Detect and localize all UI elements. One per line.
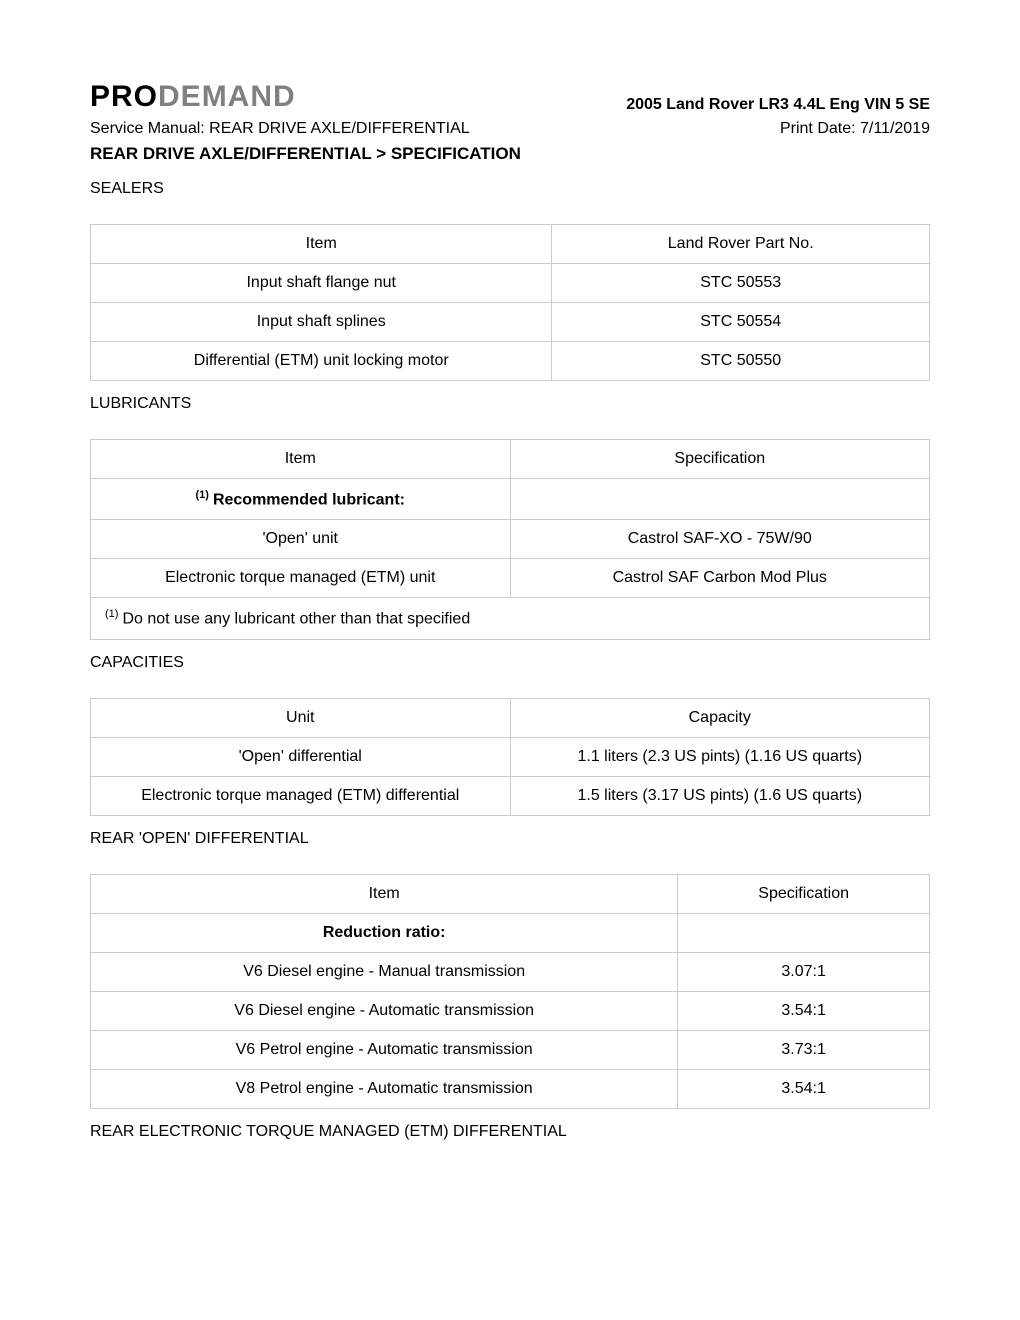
recommended-lubricant-label: (1) Recommended lubricant:	[91, 479, 511, 520]
col-header: Specification	[510, 440, 930, 479]
col-header: Item	[91, 874, 678, 913]
cell: 'Open' unit	[91, 520, 511, 559]
breadcrumb: REAR DRIVE AXLE/DIFFERENTIAL > SPECIFICA…	[90, 144, 930, 164]
col-header: Specification	[678, 874, 930, 913]
section-label-rear-open: REAR 'OPEN' DIFFERENTIAL	[90, 830, 930, 848]
table-row: (1) Recommended lubricant:	[91, 479, 930, 520]
col-header: Unit	[91, 698, 511, 737]
cell: 3.73:1	[678, 1030, 930, 1069]
section-label-sealers: SEALERS	[90, 180, 930, 198]
sub-header-row: Service Manual: REAR DRIVE AXLE/DIFFEREN…	[90, 120, 930, 138]
sealers-table: Item Land Rover Part No. Input shaft fla…	[90, 224, 930, 381]
print-date: Print Date: 7/11/2019	[780, 120, 930, 138]
section-label-capacities: CAPACITIES	[90, 654, 930, 672]
table-row: Reduction ratio:	[91, 913, 930, 952]
cell: Electronic torque managed (ETM) unit	[91, 559, 511, 598]
cell: V6 Diesel engine - Manual transmission	[91, 952, 678, 991]
cell: V6 Diesel engine - Automatic transmissio…	[91, 991, 678, 1030]
logo: PRODEMAND	[90, 80, 296, 114]
table-row: Electronic torque managed (ETM) unit Cas…	[91, 559, 930, 598]
cell: Castrol SAF-XO - 75W/90	[510, 520, 930, 559]
capacities-table: Unit Capacity 'Open' differential 1.1 li…	[90, 698, 930, 816]
footnote-cell: (1) Do not use any lubricant other than t…	[91, 598, 930, 639]
cell: STC 50553	[552, 264, 930, 303]
cell: 3.07:1	[678, 952, 930, 991]
cell-empty	[678, 913, 930, 952]
logo-demand: DEMAND	[158, 80, 296, 113]
section-label-lubricants: LUBRICANTS	[90, 395, 930, 413]
table-row: Input shaft flange nut STC 50553	[91, 264, 930, 303]
table-header-row: Item Land Rover Part No.	[91, 225, 930, 264]
recommended-text: Recommended lubricant:	[213, 491, 405, 508]
footnote-marker: (1)	[105, 608, 118, 620]
table-row: V8 Petrol engine - Automatic transmissio…	[91, 1069, 930, 1108]
table-row: Input shaft splines STC 50554	[91, 303, 930, 342]
vehicle-title: 2005 Land Rover LR3 4.4L Eng VIN 5 SE	[626, 96, 930, 114]
header-row: PRODEMAND 2005 Land Rover LR3 4.4L Eng V…	[90, 80, 930, 114]
col-header: Capacity	[510, 698, 930, 737]
section-label-rear-etm: REAR ELECTRONIC TORQUE MANAGED (ETM) DIF…	[90, 1123, 930, 1141]
reduction-ratio-label: Reduction ratio:	[91, 913, 678, 952]
cell: STC 50550	[552, 342, 930, 381]
table-header-row: Item Specification	[91, 440, 930, 479]
cell: V6 Petrol engine - Automatic transmissio…	[91, 1030, 678, 1069]
cell-empty	[510, 479, 930, 520]
cell: 1.1 liters (2.3 US pints) (1.16 US quart…	[510, 737, 930, 776]
footnote-ref: (1)	[196, 489, 209, 501]
lubricants-table: Item Specification (1) Recommended lubric…	[90, 439, 930, 640]
cell: 3.54:1	[678, 1069, 930, 1108]
rear-open-table: Item Specification Reduction ratio: V6 D…	[90, 874, 930, 1109]
table-row: Differential (ETM) unit locking motor ST…	[91, 342, 930, 381]
table-row: 'Open' differential 1.1 liters (2.3 US p…	[91, 737, 930, 776]
service-manual-label: Service Manual: REAR DRIVE AXLE/DIFFEREN…	[90, 120, 470, 138]
footnote-row: (1) Do not use any lubricant other than t…	[91, 598, 930, 639]
cell: Electronic torque managed (ETM) differen…	[91, 776, 511, 815]
table-row: Electronic torque managed (ETM) differen…	[91, 776, 930, 815]
cell: 'Open' differential	[91, 737, 511, 776]
cell: Input shaft flange nut	[91, 264, 552, 303]
cell: V8 Petrol engine - Automatic transmissio…	[91, 1069, 678, 1108]
footnote-text: Do not use any lubricant other than that…	[122, 611, 470, 628]
col-header: Item	[91, 225, 552, 264]
table-row: V6 Diesel engine - Automatic transmissio…	[91, 991, 930, 1030]
table-row: V6 Petrol engine - Automatic transmissio…	[91, 1030, 930, 1069]
col-header: Land Rover Part No.	[552, 225, 930, 264]
col-header: Item	[91, 440, 511, 479]
cell: 3.54:1	[678, 991, 930, 1030]
table-header-row: Unit Capacity	[91, 698, 930, 737]
table-row: V6 Diesel engine - Manual transmission 3…	[91, 952, 930, 991]
cell: STC 50554	[552, 303, 930, 342]
table-header-row: Item Specification	[91, 874, 930, 913]
cell: Castrol SAF Carbon Mod Plus	[510, 559, 930, 598]
cell: 1.5 liters (3.17 US pints) (1.6 US quart…	[510, 776, 930, 815]
table-row: 'Open' unit Castrol SAF-XO - 75W/90	[91, 520, 930, 559]
cell: Input shaft splines	[91, 303, 552, 342]
logo-pro: PRO	[90, 80, 158, 113]
cell: Differential (ETM) unit locking motor	[91, 342, 552, 381]
